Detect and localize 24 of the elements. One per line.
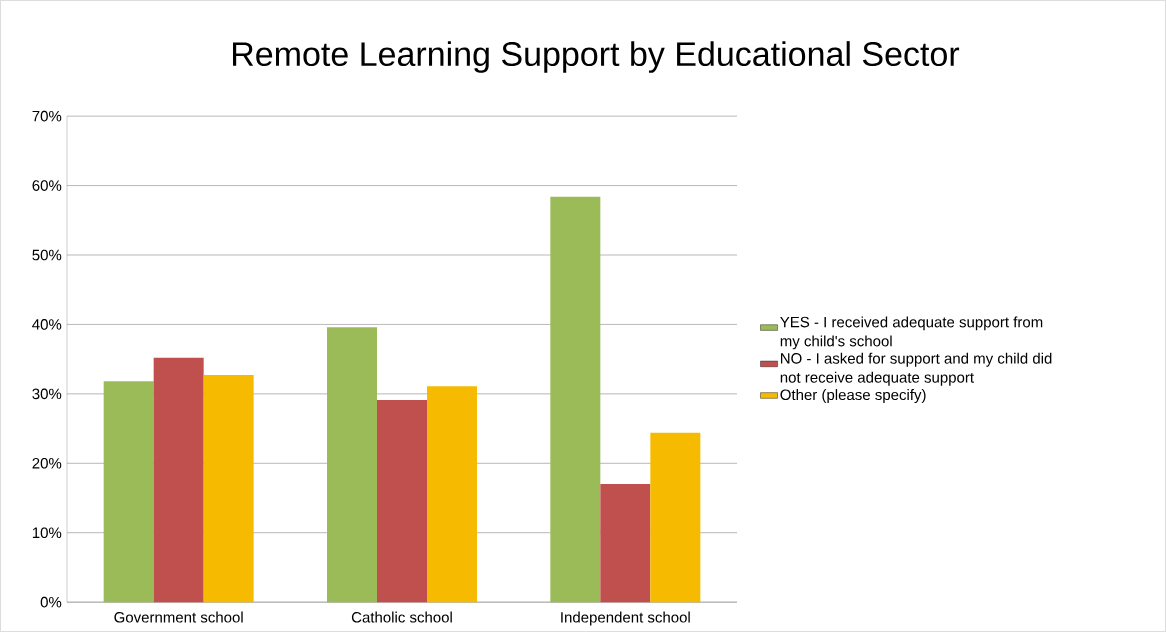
bar (377, 400, 427, 603)
legend-label: YES - I received adequate support from my child's school (780, 316, 1043, 350)
bar (153, 357, 204, 603)
y-tick-label: 0% (40, 596, 62, 608)
x-tick-label: Independent school (561, 611, 690, 626)
legend-label: Other (please specify) (780, 389, 926, 404)
y-tick-label: 10% (32, 527, 62, 539)
y-tick-label: 70% (32, 110, 62, 122)
legend-label: NO - I asked for support and my child did not receive adequate support (780, 352, 1052, 386)
y-tick-label: 60% (32, 180, 62, 191)
y-tick-label: 30% (32, 388, 62, 400)
bar (550, 196, 601, 603)
bar (650, 432, 701, 603)
y-tick-label: 40% (32, 319, 62, 330)
y-tick-label: 50% (32, 249, 62, 261)
bar (103, 381, 154, 603)
x-tick-label: Catholic school (351, 611, 452, 623)
chart-title: Remote Learning Support by Educational Sector (233, 41, 960, 73)
bar (203, 375, 254, 603)
y-tick-label: 20% (32, 457, 62, 469)
bar (600, 484, 651, 603)
bar (327, 327, 377, 603)
bar (427, 386, 478, 603)
x-tick-label: Government school (114, 611, 243, 623)
